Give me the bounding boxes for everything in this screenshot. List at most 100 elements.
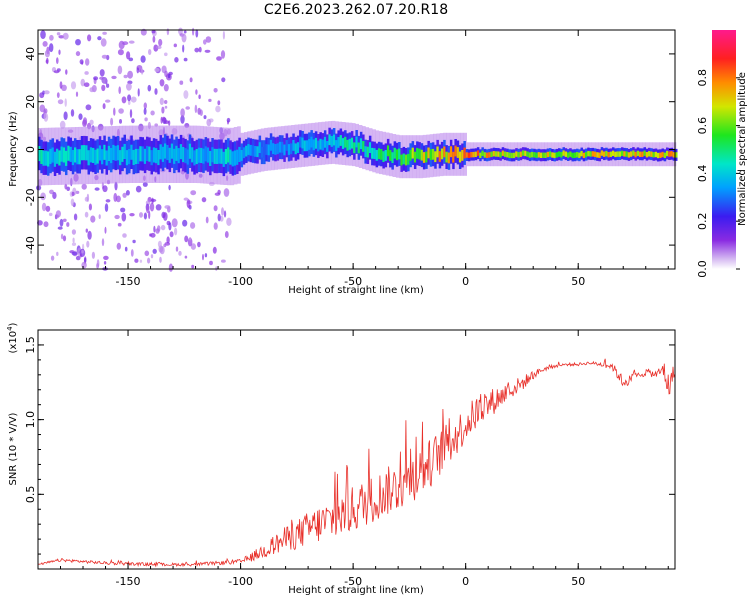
spectral-speckle [75, 190, 80, 194]
spectral-speckle [195, 89, 198, 95]
spectral-ridge-core [614, 151, 617, 158]
spectral-ridge-core [128, 149, 131, 165]
spectral-ridge-core [146, 145, 149, 161]
spectral-ridge-core [492, 151, 496, 157]
spectral-speckle [101, 84, 106, 92]
spectral-speckle [99, 69, 105, 77]
spectral-ridge-core [411, 147, 415, 159]
spectral-ridge-core [431, 148, 435, 160]
spectral-ridge-core [472, 151, 475, 158]
spectral-speckle [173, 43, 177, 48]
spectral-ridge-core [384, 150, 388, 161]
spectral-speckle [83, 82, 90, 87]
spectral-speckle [94, 187, 100, 191]
spectral-speckle [226, 117, 231, 123]
spectral-ridge-core [497, 151, 500, 157]
spectral-speckle [129, 213, 135, 217]
spectral-ridge-core [481, 150, 484, 156]
spectral-speckle [103, 261, 107, 265]
spectral-speckle [195, 29, 199, 38]
spectral-speckle [127, 70, 133, 79]
spectral-ridge-core [332, 134, 336, 146]
spectral-ridge-core [395, 149, 399, 161]
spectral-ridge-core [116, 145, 120, 161]
spectral-speckle [126, 51, 131, 60]
spectral-speckle [116, 242, 122, 250]
spectral-speckle [136, 67, 140, 74]
spectral-ridge-core [357, 142, 361, 154]
spectral-ridge-core [247, 144, 250, 155]
spectral-ridge-core [242, 147, 246, 159]
spectral-speckle [174, 57, 179, 63]
spectral-speckle [205, 216, 209, 224]
spectral-speckle [148, 49, 152, 55]
spectral-speckle [72, 237, 75, 243]
spectral-ridge-core [278, 141, 282, 153]
spectral-speckle [73, 213, 78, 221]
spectral-ridge-core [272, 143, 275, 154]
spectral-ridge-core [139, 146, 142, 162]
spectral-speckle [182, 44, 185, 53]
spectral-ridge-core [193, 150, 196, 166]
spectral-ridge-core [49, 148, 52, 164]
spectral-speckle [215, 105, 221, 113]
spectral-speckle [206, 118, 212, 127]
spectral-speckle [221, 77, 226, 83]
spectral-ridge-core [38, 146, 41, 162]
spectral-speckle [44, 49, 51, 58]
spectral-speckle [115, 195, 121, 203]
spectral-speckle [197, 241, 201, 248]
spectral-speckle [134, 258, 139, 263]
spectral-speckle [75, 51, 81, 57]
spectral-ridge-core [301, 137, 304, 149]
spectral-ridge-core [672, 152, 676, 158]
spectral-ridge-core [224, 149, 228, 165]
spectral-speckle [118, 108, 124, 114]
spectral-ridge-core [348, 138, 352, 150]
snr-ylabel: SNR (10 * V/V) [8, 412, 19, 485]
spectral-speckle [70, 81, 77, 90]
spectral-ridge-core [364, 146, 367, 157]
spectral-ridge-core [528, 152, 532, 158]
spectral-speckle [159, 79, 165, 87]
spectral-speckle [208, 98, 212, 102]
snr-marks [37, 358, 675, 568]
spectral-ridge-core [503, 151, 507, 157]
spectral-speckle [140, 55, 146, 63]
spectral-speckle [159, 246, 165, 255]
spectral-ridge-core [319, 138, 322, 150]
spectral-speckle [213, 222, 218, 230]
figure-title: C2E6.2023.262.07.20.R18 [264, 2, 448, 18]
spectral-ridge-core [258, 142, 262, 153]
spectral-speckle [198, 46, 202, 53]
spectral-ridge-core [598, 152, 601, 158]
spectral-ridge-core [535, 152, 538, 158]
spectral-ridge-core [157, 150, 160, 166]
spectral-speckle [103, 255, 109, 260]
spectral-ridge-core [641, 151, 644, 157]
spectral-ridge-core [562, 150, 565, 156]
spectral-ridge-core [440, 148, 444, 160]
spectral-speckle [189, 77, 193, 83]
spectral-speckle [179, 80, 184, 85]
spectral-speckle [190, 222, 196, 229]
spectral-ridge-core [436, 146, 439, 158]
spectral-ridge-core [130, 144, 133, 160]
spectral-ridge-core [407, 153, 410, 165]
spectral-speckle [45, 205, 51, 212]
spectral-speckle [48, 212, 53, 217]
spectral-ridge-core [425, 151, 428, 163]
spectrogram-ytick-label: 0 [24, 146, 37, 153]
spectral-ridge-core [654, 151, 658, 158]
spectral-ridge-core [42, 150, 45, 166]
spectral-speckle [123, 74, 128, 79]
spectral-ridge-core [639, 151, 642, 157]
spectral-ridge-core [209, 150, 212, 166]
spectral-ridge-core [452, 151, 455, 163]
spectral-ridge-core [510, 152, 514, 159]
spectral-ridge-core [443, 146, 446, 158]
spectral-speckle [163, 84, 169, 92]
spectral-ridge-core [276, 143, 280, 155]
spectral-speckle [114, 214, 120, 220]
spectral-ridge-core [429, 149, 433, 161]
